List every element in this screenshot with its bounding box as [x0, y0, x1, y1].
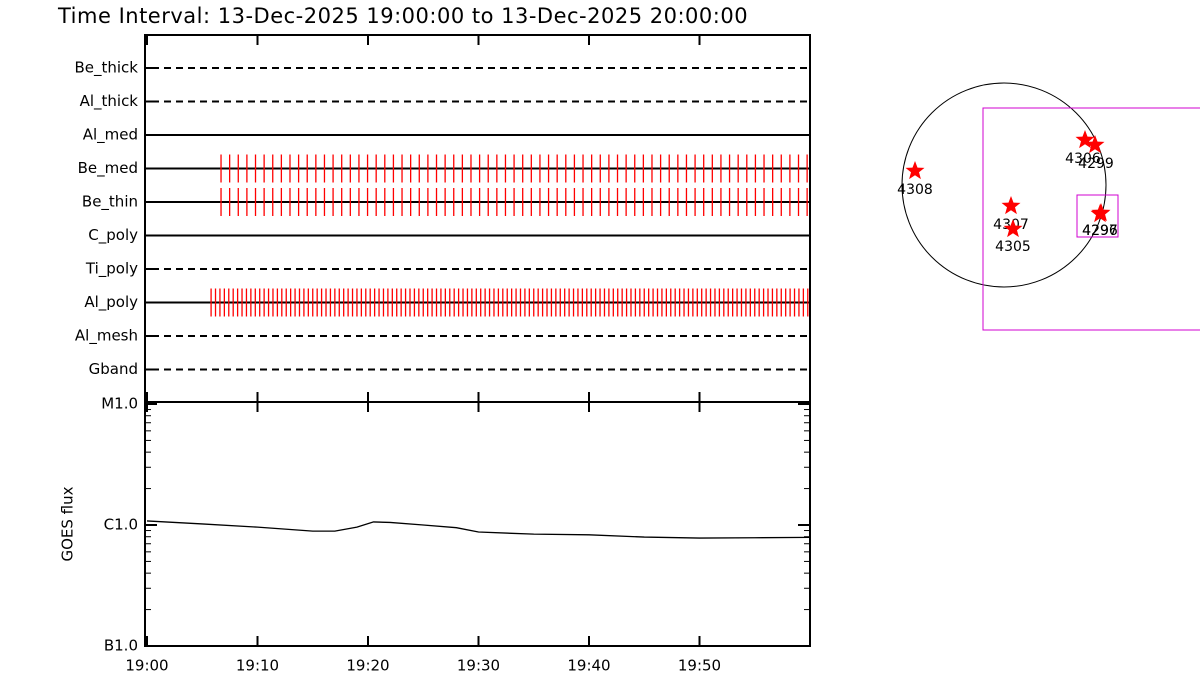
row-label: Be_thin	[82, 193, 138, 212]
region-label: 4306	[1065, 151, 1101, 167]
row-label: Al_poly	[84, 293, 138, 312]
y-tick-label: C1.0	[104, 516, 138, 534]
y-tick-label: M1.0	[101, 395, 138, 413]
solar-disk	[901, 82, 1107, 288]
goes-panel-frame	[144, 401, 811, 647]
x-tick-label: 19:50	[678, 657, 721, 675]
x-tick-label: 19:10	[236, 657, 279, 675]
region-star	[1003, 219, 1023, 238]
region-star	[905, 161, 925, 180]
field-of-view	[982, 107, 1200, 331]
region-star	[1090, 204, 1110, 223]
row-label: Al_mesh	[75, 327, 138, 346]
row-label: C_poly	[88, 226, 138, 245]
x-tick-label: 19:20	[346, 657, 389, 675]
x-tick-label: 19:40	[567, 657, 610, 675]
region-label: 4308	[897, 182, 933, 198]
y-tick-label: B1.0	[104, 637, 138, 655]
row-label: Al_med	[83, 126, 138, 145]
region-star	[1001, 196, 1021, 215]
region-label: 4305	[995, 239, 1031, 255]
region-label: 4296	[1082, 223, 1118, 239]
target-box	[1076, 194, 1119, 238]
row-label: Al_thick	[80, 92, 139, 111]
row-label: Ti_poly	[85, 260, 138, 279]
region-label: 4299	[1078, 156, 1114, 172]
y-axis-label: GOES flux	[59, 486, 77, 561]
row-label: Be_med	[78, 159, 138, 178]
region-label: 4297	[1082, 223, 1118, 239]
row-label: Gband	[89, 360, 138, 378]
region-star	[1075, 130, 1095, 149]
x-tick-label: 19:00	[125, 657, 168, 675]
goes-flux-line	[146, 520, 811, 539]
filter-panel-frame	[144, 34, 811, 403]
region-star	[1085, 135, 1105, 154]
row-label: Be_thick	[74, 59, 138, 78]
x-tick-label: 19:30	[457, 657, 500, 675]
title: Time Interval: 13-Dec-2025 19:00:00 to 1…	[57, 4, 748, 28]
